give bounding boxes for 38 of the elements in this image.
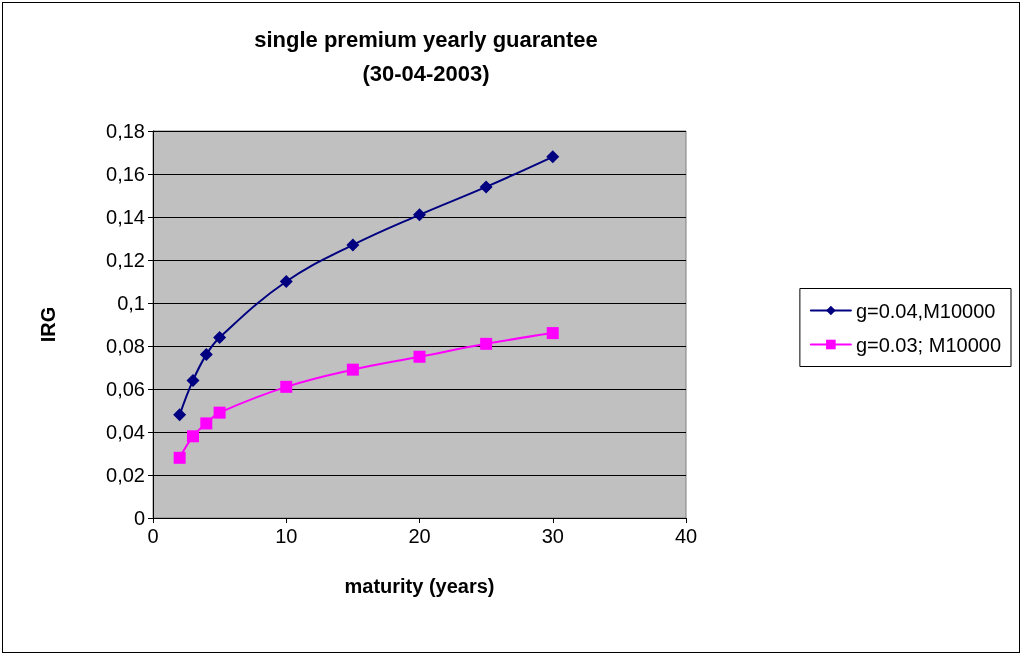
x-tick-label: 10 (275, 525, 298, 547)
point (200, 417, 213, 430)
x-tick-label: 40 (674, 525, 698, 547)
y-tick-label: 0,1 (117, 292, 145, 314)
y-tick-label: 0,18 (106, 120, 145, 142)
y-tick-label: 0,04 (106, 421, 145, 443)
y-tick-label: 0,06 (106, 378, 145, 400)
point (279, 275, 293, 288)
x-tick-label: 0 (147, 525, 159, 547)
point (186, 373, 200, 387)
point (546, 327, 559, 340)
chart-title: single premium yearly guarantee (30-04-2003) (254, 26, 598, 86)
point (479, 180, 493, 194)
x-axis-title: maturity (years) (344, 575, 495, 597)
y-tick-label: 0,14 (106, 206, 145, 228)
legend-label: g=0.03; M10000 (855, 333, 1002, 356)
point (213, 330, 227, 344)
point (413, 208, 426, 222)
point (173, 408, 187, 422)
y-tick-label: 0,02 (106, 464, 145, 486)
y-tick-label: 0,16 (106, 163, 145, 185)
point (213, 406, 226, 419)
x-tick-label: 20 (408, 525, 431, 547)
y-axis-title: IRG (37, 306, 59, 343)
point (173, 451, 186, 464)
point (413, 350, 426, 363)
point (199, 348, 213, 362)
y-tick-label: 0,12 (106, 249, 145, 271)
y-tick-label: 0 (133, 507, 145, 529)
point (480, 337, 493, 350)
point (546, 150, 560, 164)
x-tick-label: 30 (541, 525, 564, 547)
point (280, 380, 293, 393)
legend-label: g=0.04,M10000 (855, 299, 996, 322)
point (186, 430, 199, 443)
point (346, 363, 359, 376)
point (346, 238, 360, 252)
y-tick-label: 0,08 (106, 335, 145, 357)
